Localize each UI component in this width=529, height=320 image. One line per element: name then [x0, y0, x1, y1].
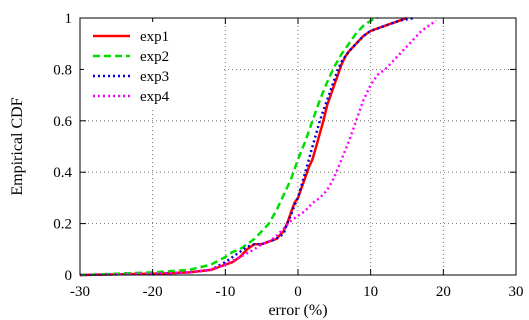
legend-label-exp3: exp3	[140, 69, 169, 85]
x-tick-label: 10	[363, 284, 378, 300]
legend-label-exp2: exp2	[140, 49, 169, 65]
x-tick-label: -10	[215, 284, 235, 300]
x-tick-label: -30	[70, 284, 90, 300]
x-tick-label: -20	[143, 284, 163, 300]
series-line-exp4	[79, 19, 437, 277]
legend-label-exp1: exp1	[140, 29, 169, 45]
x-tick-label: 30	[509, 284, 524, 300]
legend-label-exp4: exp4	[140, 89, 170, 105]
series-lines	[79, 16, 437, 277]
y-tick-label: 0.2	[53, 217, 72, 233]
y-axis-label: Empirical CDF	[9, 97, 26, 195]
y-tick-label: 0.6	[53, 114, 72, 130]
x-axis-label: error (%)	[268, 302, 327, 319]
y-tick-label: 0.8	[53, 62, 72, 78]
y-tick-label: 1	[65, 11, 73, 27]
legend: exp1 exp2 exp3 exp4	[84, 22, 224, 108]
axis-ticks: -30 -20 -10 0 10 20 30 0 0.2 0.4 0.6 0.8 1	[53, 11, 523, 300]
x-tick-label: 20	[436, 284, 451, 300]
series-line-exp2	[79, 16, 379, 277]
y-tick-label: 0.4	[53, 165, 72, 181]
series-line-exp1	[79, 16, 408, 277]
x-tick-label: 0	[294, 284, 302, 300]
y-tick-label: 0	[65, 268, 73, 284]
